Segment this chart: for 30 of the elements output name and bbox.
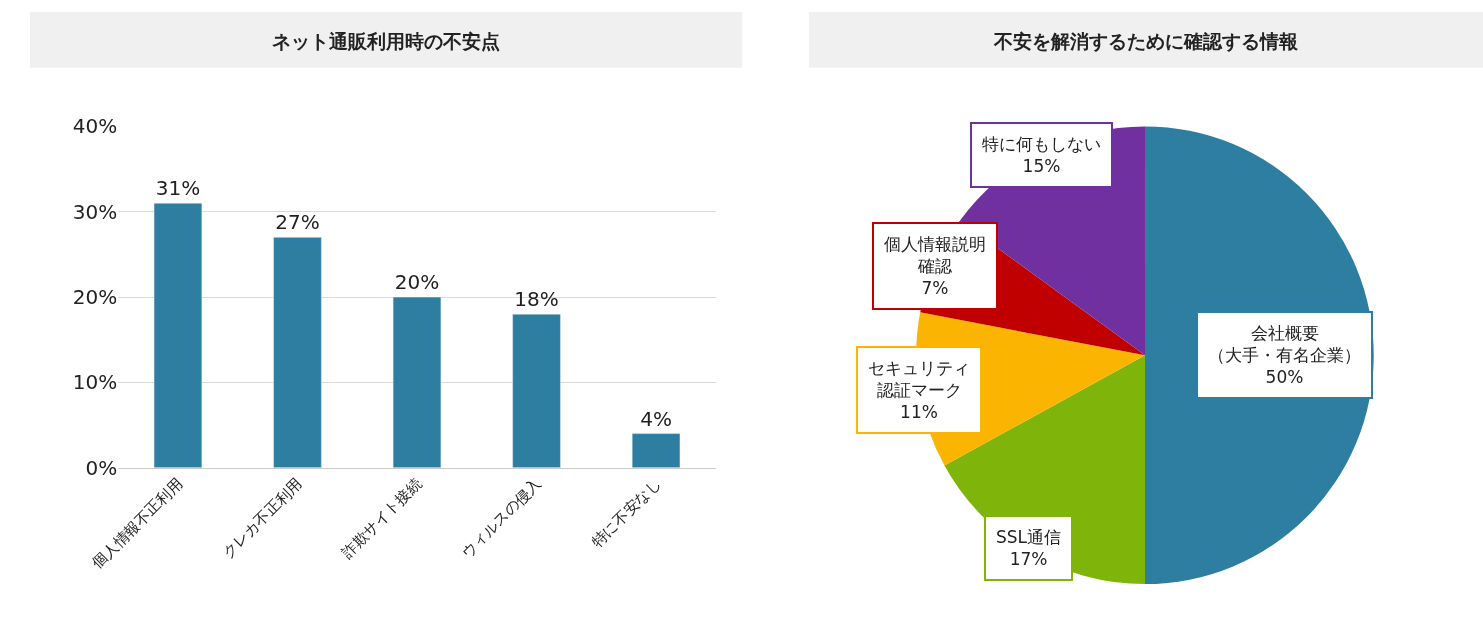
data-label: 18% [514,287,559,312]
y-tick-label: 20% [72,285,118,310]
data-label: 7% [921,278,949,299]
data-label: 17% [1009,549,1048,570]
bar [512,313,561,468]
bar [153,202,203,468]
x-tick-label: 詐欺サイト接続 [338,474,426,562]
slice-label: 個人情報説明確認 [884,234,986,277]
slice-label: 会社概要（大手・有名企業） [1208,323,1361,366]
chart-title: ネット通販利用時の不安点 [272,30,500,52]
y-tick-label: 30% [72,199,118,224]
data-label: 4% [640,406,672,431]
y-tick-label: 40% [72,114,118,139]
slice-label: SSL通信 [996,527,1062,547]
x-tick-label: クレカ不正利用 [218,474,306,562]
data-label: 27% [275,210,320,235]
slice-label: セキュリティ認証マーク [868,358,970,401]
data-label: 15% [1022,156,1061,177]
bar [273,237,322,468]
bar [631,433,681,468]
data-label: 50% [1265,367,1304,388]
y-tick-label: 10% [72,370,118,395]
x-tick-label: ウィルスの侵入 [457,474,545,562]
data-label: 31% [155,176,201,201]
slice-label: 特に何もしない [982,134,1101,154]
bar [392,296,442,468]
x-tick-label: 特に不安なし [587,474,665,552]
data-label: 11% [900,402,938,423]
chart-title: 不安を解消するために確認する情報 [993,30,1299,52]
data-label: 20% [394,270,440,295]
